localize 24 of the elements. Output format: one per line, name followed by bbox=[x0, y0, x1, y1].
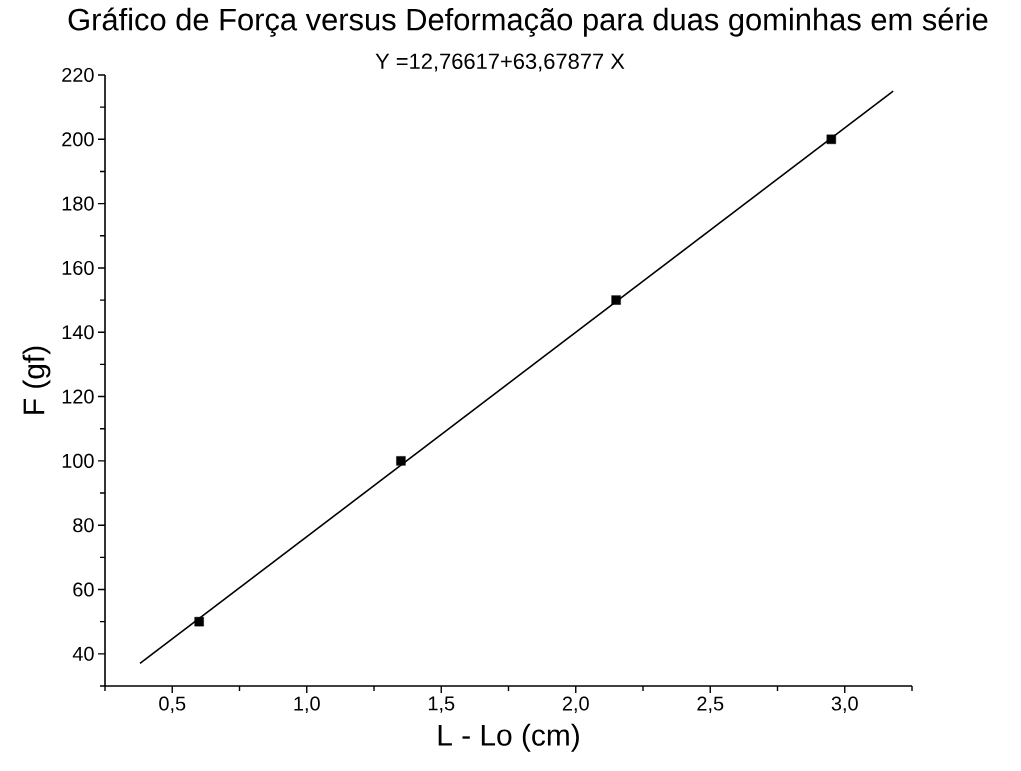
y-tick-label: 40 bbox=[72, 646, 94, 661]
x-tick-label: 2,5 bbox=[697, 696, 724, 713]
y-tick-label: 80 bbox=[73, 518, 94, 533]
y-axis-title: F (gf) bbox=[22, 346, 51, 414]
point bbox=[826, 134, 837, 144]
y-tick-label: 180 bbox=[62, 196, 94, 211]
point bbox=[611, 295, 621, 305]
y-tick-label: 100 bbox=[62, 453, 94, 468]
y-tick-label: 220 bbox=[62, 67, 94, 83]
y-tick-label: 120 bbox=[62, 389, 94, 404]
y-tick-label: 60 bbox=[73, 582, 94, 597]
x-tick-label: 3,0 bbox=[831, 696, 858, 713]
y-tick-label: 160 bbox=[62, 260, 94, 275]
chart-title: Gráfico de Força versus Deformação para duas gominhas em série bbox=[68, 7, 988, 37]
x-tick-label: 0,5 bbox=[159, 696, 186, 713]
x-tick-label: 2,0 bbox=[562, 696, 589, 713]
y-tick-label: 200 bbox=[62, 132, 94, 147]
point bbox=[194, 616, 204, 627]
text: Y =12,76617+63,67877 X bbox=[375, 53, 625, 72]
y-tick-label: 140 bbox=[62, 325, 94, 340]
x-tick-label: 1,0 bbox=[294, 696, 320, 713]
x-tick-label: 1,5 bbox=[428, 696, 455, 713]
point bbox=[396, 456, 406, 466]
x-axis-title: L - Lo (cm) bbox=[438, 723, 579, 752]
